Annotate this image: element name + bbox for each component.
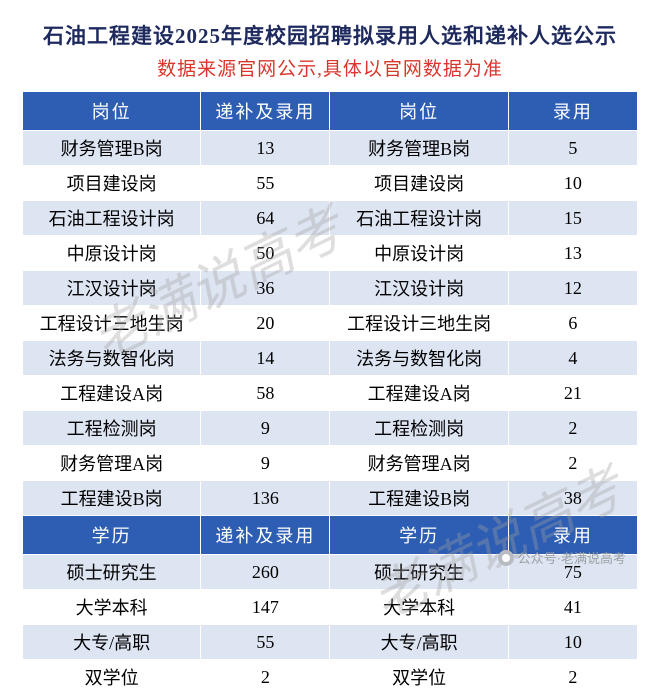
table-cell: 石油工程设计岗 xyxy=(23,201,201,236)
column-header: 递补及录用 xyxy=(201,516,330,555)
table-cell: 13 xyxy=(508,236,637,271)
table-cell: 2 xyxy=(201,660,330,695)
table-cell: 55 xyxy=(201,625,330,660)
table-row: 大学本科147大学本科41 xyxy=(23,590,638,625)
table-cell: 财务管理A岗 xyxy=(23,446,201,481)
table-cell: 9 xyxy=(201,446,330,481)
table-cell: 147 xyxy=(201,590,330,625)
table-cell: 双学位 xyxy=(330,660,508,695)
table-cell: 法务与数智化岗 xyxy=(330,341,508,376)
table-cell: 工程设计三地生岗 xyxy=(330,306,508,341)
table-row: 项目建设岗55项目建设岗10 xyxy=(23,166,638,201)
table-row: 江汉设计岗36江汉设计岗12 xyxy=(23,271,638,306)
table-cell: 财务管理B岗 xyxy=(330,131,508,166)
table-cell: 财务管理A岗 xyxy=(330,446,508,481)
table-row: 大专/高职55大专/高职10 xyxy=(23,625,638,660)
table-cell: 21 xyxy=(508,376,637,411)
table-row: 双学位2双学位2 xyxy=(23,660,638,695)
table-cell: 石油工程设计岗 xyxy=(330,201,508,236)
table-cell: 硕士研究生 xyxy=(23,555,201,590)
table-cell: 大学本科 xyxy=(330,590,508,625)
table-cell: 58 xyxy=(201,376,330,411)
table-cell: 260 xyxy=(201,555,330,590)
table-cell: 41 xyxy=(508,590,637,625)
column-header: 学历 xyxy=(330,516,508,555)
table-cell: 项目建设岗 xyxy=(23,166,201,201)
column-header: 学历 xyxy=(23,516,201,555)
footer-label: 公众号·老满说高考 xyxy=(518,548,626,567)
page-subtitle: 数据来源官网公示,具体以官网数据为准 xyxy=(22,50,638,91)
table-cell: 财务管理B岗 xyxy=(23,131,201,166)
table-row: 财务管理A岗9财务管理A岗2 xyxy=(23,446,638,481)
column-header: 岗位 xyxy=(330,92,508,131)
source-icon xyxy=(498,550,514,566)
table-cell: 20 xyxy=(201,306,330,341)
table-cell: 江汉设计岗 xyxy=(23,271,201,306)
table-cell: 15 xyxy=(508,201,637,236)
table-cell: 4 xyxy=(508,341,637,376)
table-cell: 工程建设B岗 xyxy=(330,481,508,516)
table-cell: 36 xyxy=(201,271,330,306)
table-cell: 38 xyxy=(508,481,637,516)
table-cell: 2 xyxy=(508,446,637,481)
table-cell: 工程设计三地生岗 xyxy=(23,306,201,341)
table-cell: 5 xyxy=(508,131,637,166)
table-cell: 大专/高职 xyxy=(330,625,508,660)
table-cell: 64 xyxy=(201,201,330,236)
table-row: 中原设计岗50中原设计岗13 xyxy=(23,236,638,271)
table-cell: 大学本科 xyxy=(23,590,201,625)
table-row: 工程设计三地生岗20工程设计三地生岗6 xyxy=(23,306,638,341)
table-row: 财务管理B岗13财务管理B岗5 xyxy=(23,131,638,166)
table-cell: 工程建设B岗 xyxy=(23,481,201,516)
table-row: 工程建设A岗58工程建设A岗21 xyxy=(23,376,638,411)
table-cell: 大专/高职 xyxy=(23,625,201,660)
table-cell: 中原设计岗 xyxy=(23,236,201,271)
table-cell: 50 xyxy=(201,236,330,271)
position-header-row: 岗位递补及录用岗位录用 xyxy=(23,92,638,131)
recruitment-table: 岗位递补及录用岗位录用财务管理B岗13财务管理B岗5项目建设岗55项目建设岗10… xyxy=(22,91,638,695)
table-row: 工程检测岗9工程检测岗2 xyxy=(23,411,638,446)
table-cell: 工程检测岗 xyxy=(23,411,201,446)
table-cell: 14 xyxy=(201,341,330,376)
column-header: 递补及录用 xyxy=(201,92,330,131)
table-cell: 中原设计岗 xyxy=(330,236,508,271)
table-cell: 2 xyxy=(508,660,637,695)
table-row: 石油工程设计岗64石油工程设计岗15 xyxy=(23,201,638,236)
table-cell: 12 xyxy=(508,271,637,306)
table-cell: 项目建设岗 xyxy=(330,166,508,201)
table-cell: 工程检测岗 xyxy=(330,411,508,446)
table-cell: 2 xyxy=(508,411,637,446)
table-cell: 工程建设A岗 xyxy=(330,376,508,411)
table-cell: 工程建设A岗 xyxy=(23,376,201,411)
table-cell: 136 xyxy=(201,481,330,516)
table-cell: 13 xyxy=(201,131,330,166)
table-cell: 10 xyxy=(508,166,637,201)
table-cell: 9 xyxy=(201,411,330,446)
table-row: 工程建设B岗136工程建设B岗38 xyxy=(23,481,638,516)
table-cell: 法务与数智化岗 xyxy=(23,341,201,376)
page-container: 石油工程建设2025年度校园招聘拟录用人选和递补人选公示 数据来源官网公示,具体… xyxy=(0,0,660,695)
page-title: 石油工程建设2025年度校园招聘拟录用人选和递补人选公示 xyxy=(22,12,638,50)
column-header: 录用 xyxy=(508,92,637,131)
table-cell: 硕士研究生 xyxy=(330,555,508,590)
table-row: 法务与数智化岗14法务与数智化岗4 xyxy=(23,341,638,376)
table-cell: 江汉设计岗 xyxy=(330,271,508,306)
table-cell: 双学位 xyxy=(23,660,201,695)
column-header: 岗位 xyxy=(23,92,201,131)
footer-source: 公众号·老满说高考 xyxy=(498,548,626,567)
table-cell: 6 xyxy=(508,306,637,341)
table-cell: 55 xyxy=(201,166,330,201)
table-cell: 10 xyxy=(508,625,637,660)
